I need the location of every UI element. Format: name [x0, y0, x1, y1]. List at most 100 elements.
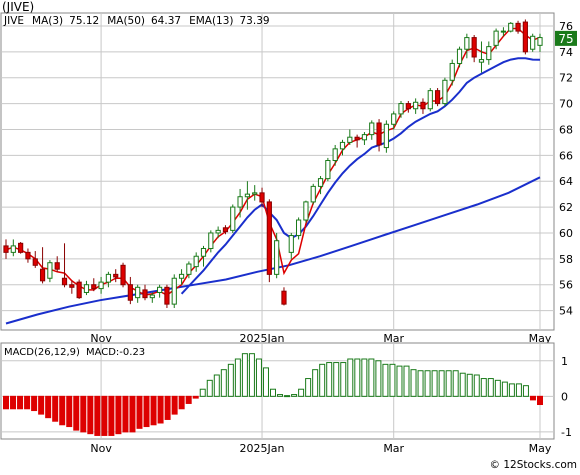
candle — [522, 19, 528, 55]
candle — [215, 226, 221, 239]
candle — [296, 217, 302, 240]
macd-bar-negative — [150, 395, 157, 426]
price-y-tick: 60 — [559, 227, 573, 240]
candle-up — [478, 59, 485, 63]
candle — [10, 239, 16, 257]
candle — [398, 100, 404, 118]
macd-bar-positive — [213, 374, 220, 397]
candle — [200, 245, 207, 267]
macd-y-tick: 1 — [561, 355, 568, 368]
candle — [237, 188, 243, 218]
candle — [120, 262, 126, 288]
macd-bar-negative — [537, 395, 543, 406]
candle — [288, 232, 294, 259]
macd-y-axis: -1 0 1 — [561, 355, 572, 439]
price-x-tick: 2025Jan — [240, 332, 285, 345]
candle-up — [347, 136, 353, 143]
macd-bar-positive — [459, 372, 466, 397]
candle — [449, 59, 455, 86]
candle-up — [427, 90, 433, 110]
candle-down — [405, 103, 411, 110]
candle-up — [391, 113, 397, 125]
macd-bar-positive — [234, 358, 241, 397]
candle-up — [530, 35, 536, 50]
macd-bar-negative — [38, 395, 45, 415]
candle — [434, 88, 441, 107]
macd-histogram — [3, 353, 543, 436]
candle — [98, 276, 104, 294]
candle-up — [296, 219, 302, 237]
macd-bar-negative — [185, 395, 192, 404]
macd-bar-positive — [424, 370, 431, 397]
candle — [317, 176, 324, 195]
candle — [61, 243, 68, 288]
candle-up — [464, 37, 470, 50]
macd-bar-negative — [143, 395, 150, 428]
candle-up — [105, 273, 112, 283]
candle — [442, 77, 448, 107]
macd-bar-negative — [136, 395, 143, 429]
macd-bar-negative — [94, 395, 101, 436]
candle-up — [508, 22, 514, 32]
macd-bar-positive — [227, 363, 234, 397]
candle-up — [83, 284, 90, 293]
macd-bar-negative — [66, 395, 73, 428]
ema13-line — [180, 57, 541, 295]
candle — [244, 181, 250, 210]
candle-up — [398, 103, 404, 115]
ma50-line — [5, 176, 541, 325]
macd-bar-positive — [466, 373, 473, 397]
candle — [76, 279, 82, 299]
chart-title: (JIVE) — [2, 0, 34, 14]
candle-up — [193, 255, 199, 268]
candle — [515, 20, 521, 34]
candle — [383, 120, 389, 153]
candle — [25, 248, 31, 263]
price-panel: 54 56 58 60 62 64 66 68 70 72 74 76 Nov 2025Jan Mar Ma… — [0, 0, 577, 345]
candle-down — [54, 262, 60, 270]
price-y-tick: 62 — [559, 201, 573, 214]
candle-up — [325, 160, 331, 180]
macd-bar-positive — [326, 362, 333, 397]
candle — [310, 183, 316, 205]
candle-down — [164, 286, 170, 305]
candle-down — [281, 290, 287, 305]
candle — [471, 34, 477, 63]
macd-bar-positive — [262, 367, 269, 397]
legend-row: JIVE MA(3) 75.12 MA(50) 64.37 EMA(13) 73.39 — [3, 15, 270, 27]
macd-bar-negative — [24, 395, 31, 410]
candle-up — [486, 46, 492, 61]
candle — [3, 239, 9, 259]
candle — [113, 269, 119, 283]
candle-down — [91, 284, 97, 290]
price-x-tick: May — [529, 332, 552, 345]
candle-up — [252, 192, 258, 195]
candle-up — [332, 148, 338, 162]
macd-bar-negative — [31, 395, 38, 412]
candle — [537, 33, 543, 52]
candle-up — [135, 286, 141, 299]
macd-value: MACD:-0.23 — [86, 347, 145, 358]
candle — [493, 28, 499, 50]
candle — [259, 187, 265, 208]
macd-bar-positive — [199, 388, 206, 397]
candle-down — [222, 227, 229, 233]
candle-up — [493, 30, 499, 46]
macd-y-tick: -1 — [561, 426, 572, 439]
candle-up — [500, 30, 507, 33]
candle-down — [142, 289, 148, 299]
candle-up — [186, 263, 192, 275]
macd-bar-positive — [473, 374, 480, 397]
candle — [274, 232, 280, 279]
candle-up — [369, 122, 375, 136]
candle — [149, 292, 155, 303]
macd-bar-positive — [382, 363, 389, 397]
macd-bar-positive — [445, 370, 452, 397]
candle — [222, 225, 229, 235]
candle-down — [76, 281, 82, 299]
macd-bar-negative — [115, 395, 122, 435]
candle — [508, 22, 514, 33]
macd-bar-negative — [59, 395, 66, 426]
candle — [32, 251, 38, 268]
candle-up — [449, 62, 455, 81]
